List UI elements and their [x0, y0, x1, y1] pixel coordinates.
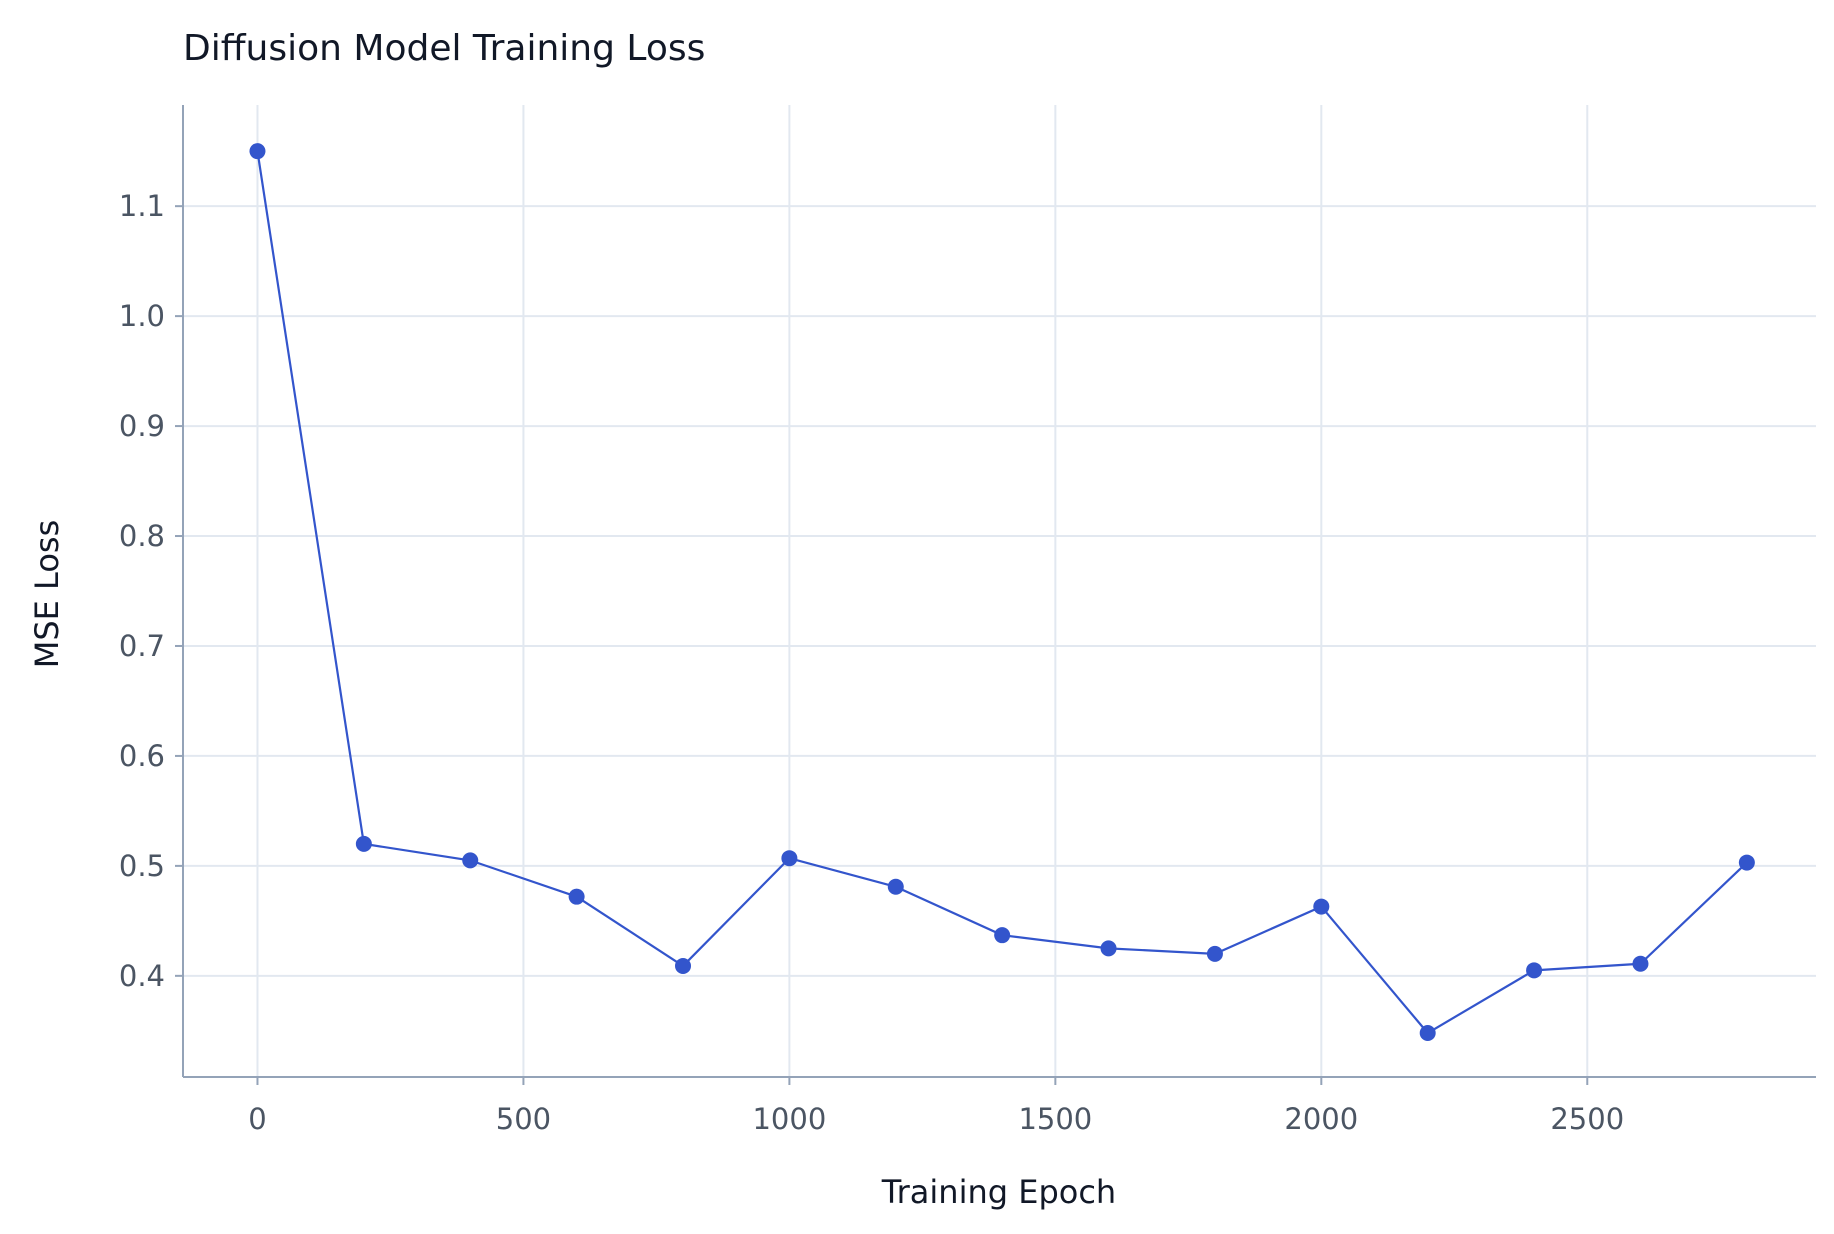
x-tick-label: 0	[248, 1102, 266, 1136]
data-point	[462, 852, 479, 869]
axes	[182, 105, 1816, 1078]
x-tick-label: 2000	[1284, 1102, 1358, 1136]
x-tick-label: 1500	[1018, 1102, 1092, 1136]
data-point	[994, 927, 1011, 944]
data-point	[1738, 854, 1755, 871]
x-tick-label: 500	[496, 1102, 551, 1136]
y-axis-label: MSE Loss	[28, 520, 66, 669]
y-tick-label: 1.0	[119, 299, 165, 333]
data-point	[568, 888, 585, 905]
y-tick-label: 0.9	[119, 409, 165, 443]
y-tick-label: 0.8	[119, 519, 165, 553]
data-point	[1526, 962, 1543, 979]
y-tick-label: 0.6	[119, 739, 165, 773]
data-point	[249, 143, 266, 160]
data-point	[1632, 955, 1649, 972]
data-point	[355, 835, 372, 852]
y-tick-label: 0.4	[119, 959, 165, 993]
data-point	[1100, 940, 1117, 957]
y-tick-label: 0.7	[119, 629, 165, 663]
series-line	[256, 151, 1748, 1035]
data-point	[781, 850, 798, 867]
y-tick-label: 0.5	[119, 849, 165, 883]
series	[249, 143, 1755, 1042]
data-point	[675, 957, 692, 974]
data-point	[1419, 1025, 1436, 1042]
ticks: 0 500 1000 1500 2000 2500 0.4 0.5 0.6 0.7 0.8 0.9 1.…	[119, 189, 1624, 1136]
chart-title: Diffusion Model Training Loss	[183, 28, 705, 69]
grid	[183, 105, 1816, 1077]
x-tick-label: 2500	[1550, 1102, 1624, 1136]
y-tick-label: 1.1	[119, 189, 165, 223]
x-axis-label: Training Epoch	[881, 1173, 1116, 1211]
x-tick-label: 1000	[752, 1102, 826, 1136]
data-point	[887, 878, 904, 895]
data-point	[1313, 898, 1330, 915]
data-point	[1206, 945, 1223, 962]
